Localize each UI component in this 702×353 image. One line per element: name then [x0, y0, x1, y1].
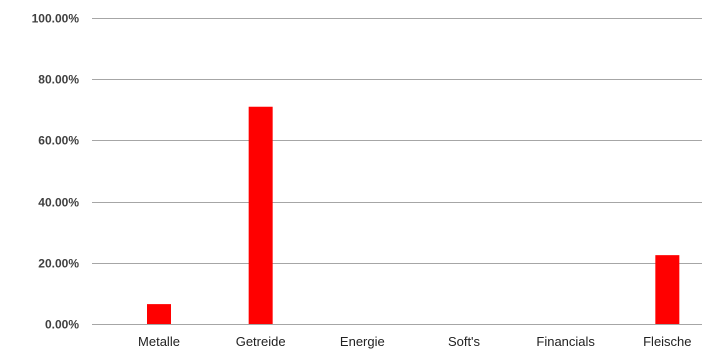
y-tick-label: 40.00%	[38, 196, 79, 210]
y-tick-label: 60.00%	[38, 134, 79, 148]
x-tick-label: Getreide	[236, 334, 286, 349]
y-tick-label: 100.00%	[32, 12, 80, 26]
bar-fleische	[655, 255, 680, 324]
x-tick-label: Metalle	[138, 334, 180, 349]
bar-getreide	[248, 106, 273, 325]
gridlines	[92, 18, 702, 325]
x-tick-label: Energie	[340, 334, 385, 349]
y-axis-ticks: 0.00% 20.00% 40.00% 60.00% 80.00% 100.00%	[32, 12, 80, 332]
bar-metalle	[147, 304, 171, 324]
y-tick-label: 0.00%	[45, 318, 79, 332]
y-tick-label: 80.00%	[38, 73, 79, 87]
x-tick-label: Soft's	[448, 334, 481, 349]
y-tick-label: 20.00%	[38, 257, 79, 271]
x-tick-label: Financials	[536, 334, 595, 349]
bars	[147, 106, 680, 325]
x-axis-ticks: Metalle Getreide Energie Soft's Financials Fl…	[138, 334, 692, 349]
x-tick-label: Fleische	[643, 334, 691, 349]
